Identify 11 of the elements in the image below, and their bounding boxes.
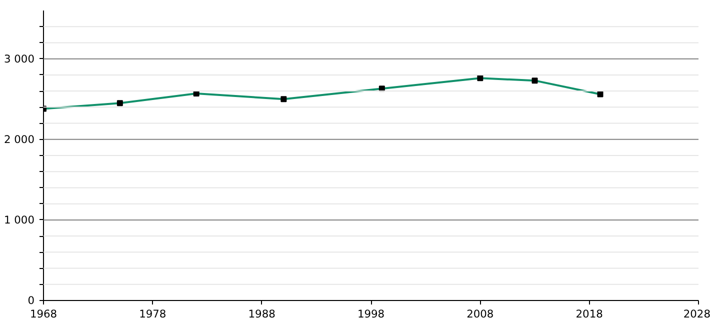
- x-tick-label: 2008: [466, 308, 494, 320]
- y-tick-label: 1 000: [4, 213, 35, 226]
- y-tick-label: 2 000: [4, 132, 35, 146]
- x-tick-label: 1968: [30, 308, 58, 320]
- y-tick-label: 3 000: [4, 52, 35, 66]
- x-tick-label: 1978: [139, 308, 166, 320]
- x-tick-label: 2018: [576, 308, 604, 320]
- x-tick-label: 2028: [683, 308, 710, 320]
- x-tick-label: 1988: [248, 308, 276, 320]
- y-tick-label: 0: [28, 294, 35, 307]
- x-tick-label: 1998: [357, 308, 385, 320]
